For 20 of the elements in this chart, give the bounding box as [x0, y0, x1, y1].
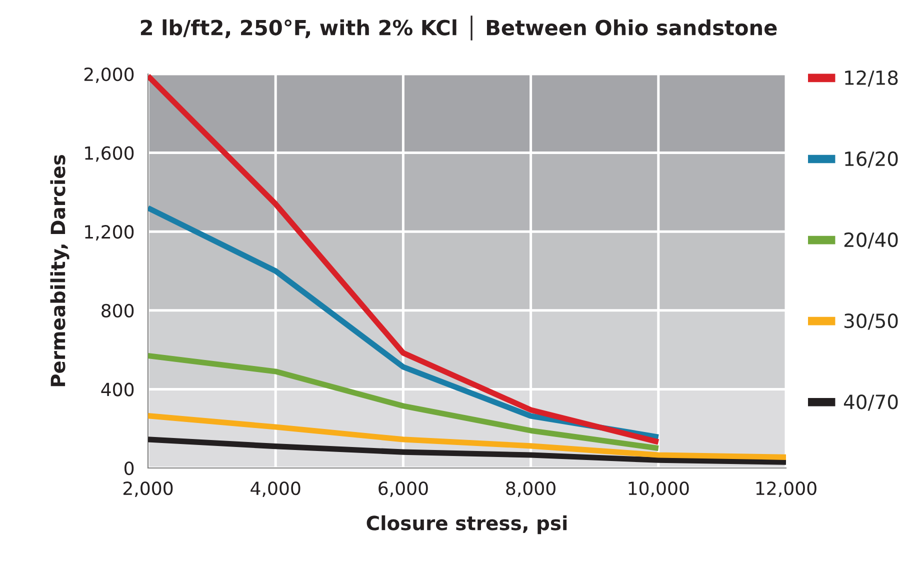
x-tick-label: 8,000 — [506, 482, 556, 498]
x-tick-label: 12,000 — [756, 482, 816, 498]
legend-label: 40/70 — [844, 394, 898, 411]
x-tick-label: 4,000 — [250, 482, 300, 498]
x-tick-label: 10,000 — [628, 482, 689, 498]
y-tick-label: 1,600 — [85, 146, 134, 162]
y-tick-label: 2,000 — [84, 67, 134, 83]
x-axis-title: Closure stress, psi — [366, 515, 567, 534]
y-tick-label: 800 — [102, 304, 134, 318]
y-axis-title: Permeability, Darcies — [50, 154, 70, 386]
legend-label: 20/40 — [844, 232, 898, 249]
y-tick-label: 1,200 — [85, 225, 134, 241]
x-tick-label: 6,000 — [378, 482, 428, 498]
y-tick-label: 0 — [124, 461, 134, 476]
x-tick-label: 2,000 — [123, 482, 173, 498]
chart-title: 2 lb/ft2, 250°F, with 2% KCl │ Between Ohio sandstone — [140, 16, 777, 40]
y-tick-label: 400 — [101, 382, 134, 396]
legend-label: 16/20 — [845, 151, 898, 168]
legend-label: 12/18 — [845, 70, 898, 87]
legend-label: 30/50 — [844, 313, 898, 330]
